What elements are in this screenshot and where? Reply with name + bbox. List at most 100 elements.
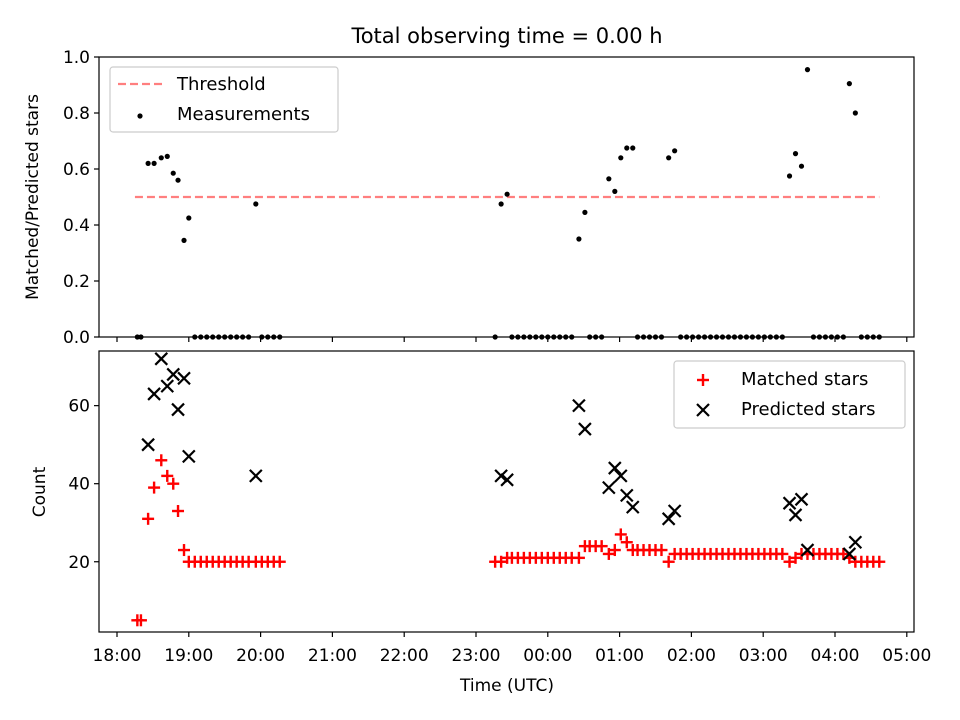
ratio-y-tick-label: 0.0 <box>63 328 90 348</box>
predicted-star-point <box>171 402 185 417</box>
predicted-star-point <box>794 492 809 507</box>
measurement-point <box>175 177 181 183</box>
predicted-star-point <box>182 449 196 464</box>
predicted-star-point <box>160 379 175 393</box>
measurements-legend-swatch <box>137 113 143 119</box>
measurement-point <box>151 160 157 166</box>
x-tick-label: 20:00 <box>236 646 285 666</box>
ratio-y-tick-label: 0.2 <box>63 272 90 292</box>
x-tick-label: 03:00 <box>739 646 788 666</box>
ratio-y-axis-label: Matched/Predicted stars <box>23 94 43 300</box>
measurement-point <box>798 163 805 169</box>
measurement-point <box>786 173 793 179</box>
matched-star-point <box>655 544 668 557</box>
matched-star-point <box>273 555 286 568</box>
predicted-star-point <box>608 461 622 475</box>
x-tick-label: 21:00 <box>308 646 357 666</box>
predicted-star-point <box>177 371 191 386</box>
predicted-star-point <box>625 500 640 514</box>
matched-star-point <box>620 536 633 549</box>
matched-star-point <box>873 555 886 568</box>
predicted-star-point <box>141 437 155 452</box>
predicted-star-point <box>788 508 803 522</box>
predicted-star-point <box>494 469 508 483</box>
matched-star-point <box>155 454 168 467</box>
predicted-star-point <box>782 496 797 510</box>
x-tick-label: 22:00 <box>380 646 429 666</box>
predicted-star-point <box>842 547 857 561</box>
matched-star-point <box>595 540 608 553</box>
predicted-star-point <box>661 512 676 526</box>
count-legend: Matched stars Predicted stars <box>673 360 906 429</box>
measurement-point <box>624 145 630 151</box>
ratio-y-tick-label: 1.0 <box>63 48 90 68</box>
measurement-point <box>612 188 618 194</box>
predicted-star-point <box>602 480 616 495</box>
measurement-point <box>498 201 504 207</box>
x-tick-label: 04:00 <box>811 646 860 666</box>
count-y-ticks: 20 40 60 <box>68 397 99 573</box>
measurement-point <box>672 148 678 154</box>
threshold-legend-label: Threshold <box>176 74 266 95</box>
matched-star-point <box>572 551 585 564</box>
measurement-point <box>170 170 176 176</box>
predicted-star-point <box>500 473 514 487</box>
matched-star-point <box>148 481 161 494</box>
count-plot-area <box>131 352 886 627</box>
ratio-y-ticks: 0.0 0.2 0.4 0.6 0.8 1.0 <box>63 48 99 348</box>
measurement-point <box>666 155 672 161</box>
ratio-y-tick-label: 0.4 <box>63 216 90 236</box>
measurement-point <box>582 209 588 215</box>
count-y-axis-label: Count <box>30 466 50 517</box>
measurement-point <box>253 201 259 207</box>
x-tick-label: 18:00 <box>93 646 142 666</box>
ratio-x-ticks <box>116 337 908 342</box>
measurement-point <box>792 151 799 157</box>
count-y-tick-label: 60 <box>68 397 90 417</box>
count-legend-box <box>673 360 906 429</box>
predicted-star-point <box>667 504 682 518</box>
predicted-star-point <box>614 469 628 483</box>
predicted-star-point <box>154 352 169 366</box>
measurement-point <box>186 215 192 221</box>
matched-star-point <box>608 544 621 557</box>
x-tick-label: 00:00 <box>523 646 572 666</box>
count-panel: 18:00 19:00 20:00 21:00 22:00 23:00 00:00 01:00… <box>30 350 931 696</box>
ratio-y-tick-label: 0.8 <box>63 104 90 124</box>
measurement-point <box>852 110 858 116</box>
matched-star-point <box>134 614 147 627</box>
ratio-legend-box <box>109 66 339 133</box>
predicted-star-point <box>578 422 592 436</box>
predicted-star-point <box>800 543 815 557</box>
x-tick-label: 23:00 <box>452 646 501 666</box>
matched-star-point <box>178 544 191 557</box>
matched-star-point <box>614 528 627 541</box>
figure-title: Total observing time = 0.00 h <box>350 24 662 48</box>
matched-star-point <box>776 547 789 560</box>
measurement-point <box>576 236 582 242</box>
measurements-legend-label: Measurements <box>177 104 310 125</box>
count-panel-frame <box>98 350 915 633</box>
x-tick-label: 19:00 <box>164 646 213 666</box>
x-axis-label: Time (UTC) <box>459 676 554 696</box>
matched-stars-legend-swatch <box>697 374 709 386</box>
x-tick-label: 05:00 <box>882 646 931 666</box>
measurement-point <box>630 145 636 151</box>
matched-stars-legend-label: Matched stars <box>741 369 868 390</box>
ratio-y-tick-label: 0.6 <box>63 160 90 180</box>
measurement-point <box>618 155 624 161</box>
predicted-star-point <box>249 469 263 483</box>
matched-star-point <box>142 512 155 525</box>
count-x-ticks: 18:00 19:00 20:00 21:00 22:00 23:00 00:00 01:00… <box>93 632 931 666</box>
matched-star-point <box>167 477 180 490</box>
ratio-panel-frame <box>98 56 915 338</box>
predicted-star-point <box>166 367 181 382</box>
matched-star-point <box>662 555 675 568</box>
predicted-star-point <box>620 488 634 503</box>
x-tick-label: 01:00 <box>595 646 644 666</box>
measurement-point <box>804 67 811 73</box>
measurement-point <box>181 237 187 243</box>
predicted-star-point <box>848 535 863 550</box>
ratio-legend: Threshold Measurements <box>109 66 339 133</box>
